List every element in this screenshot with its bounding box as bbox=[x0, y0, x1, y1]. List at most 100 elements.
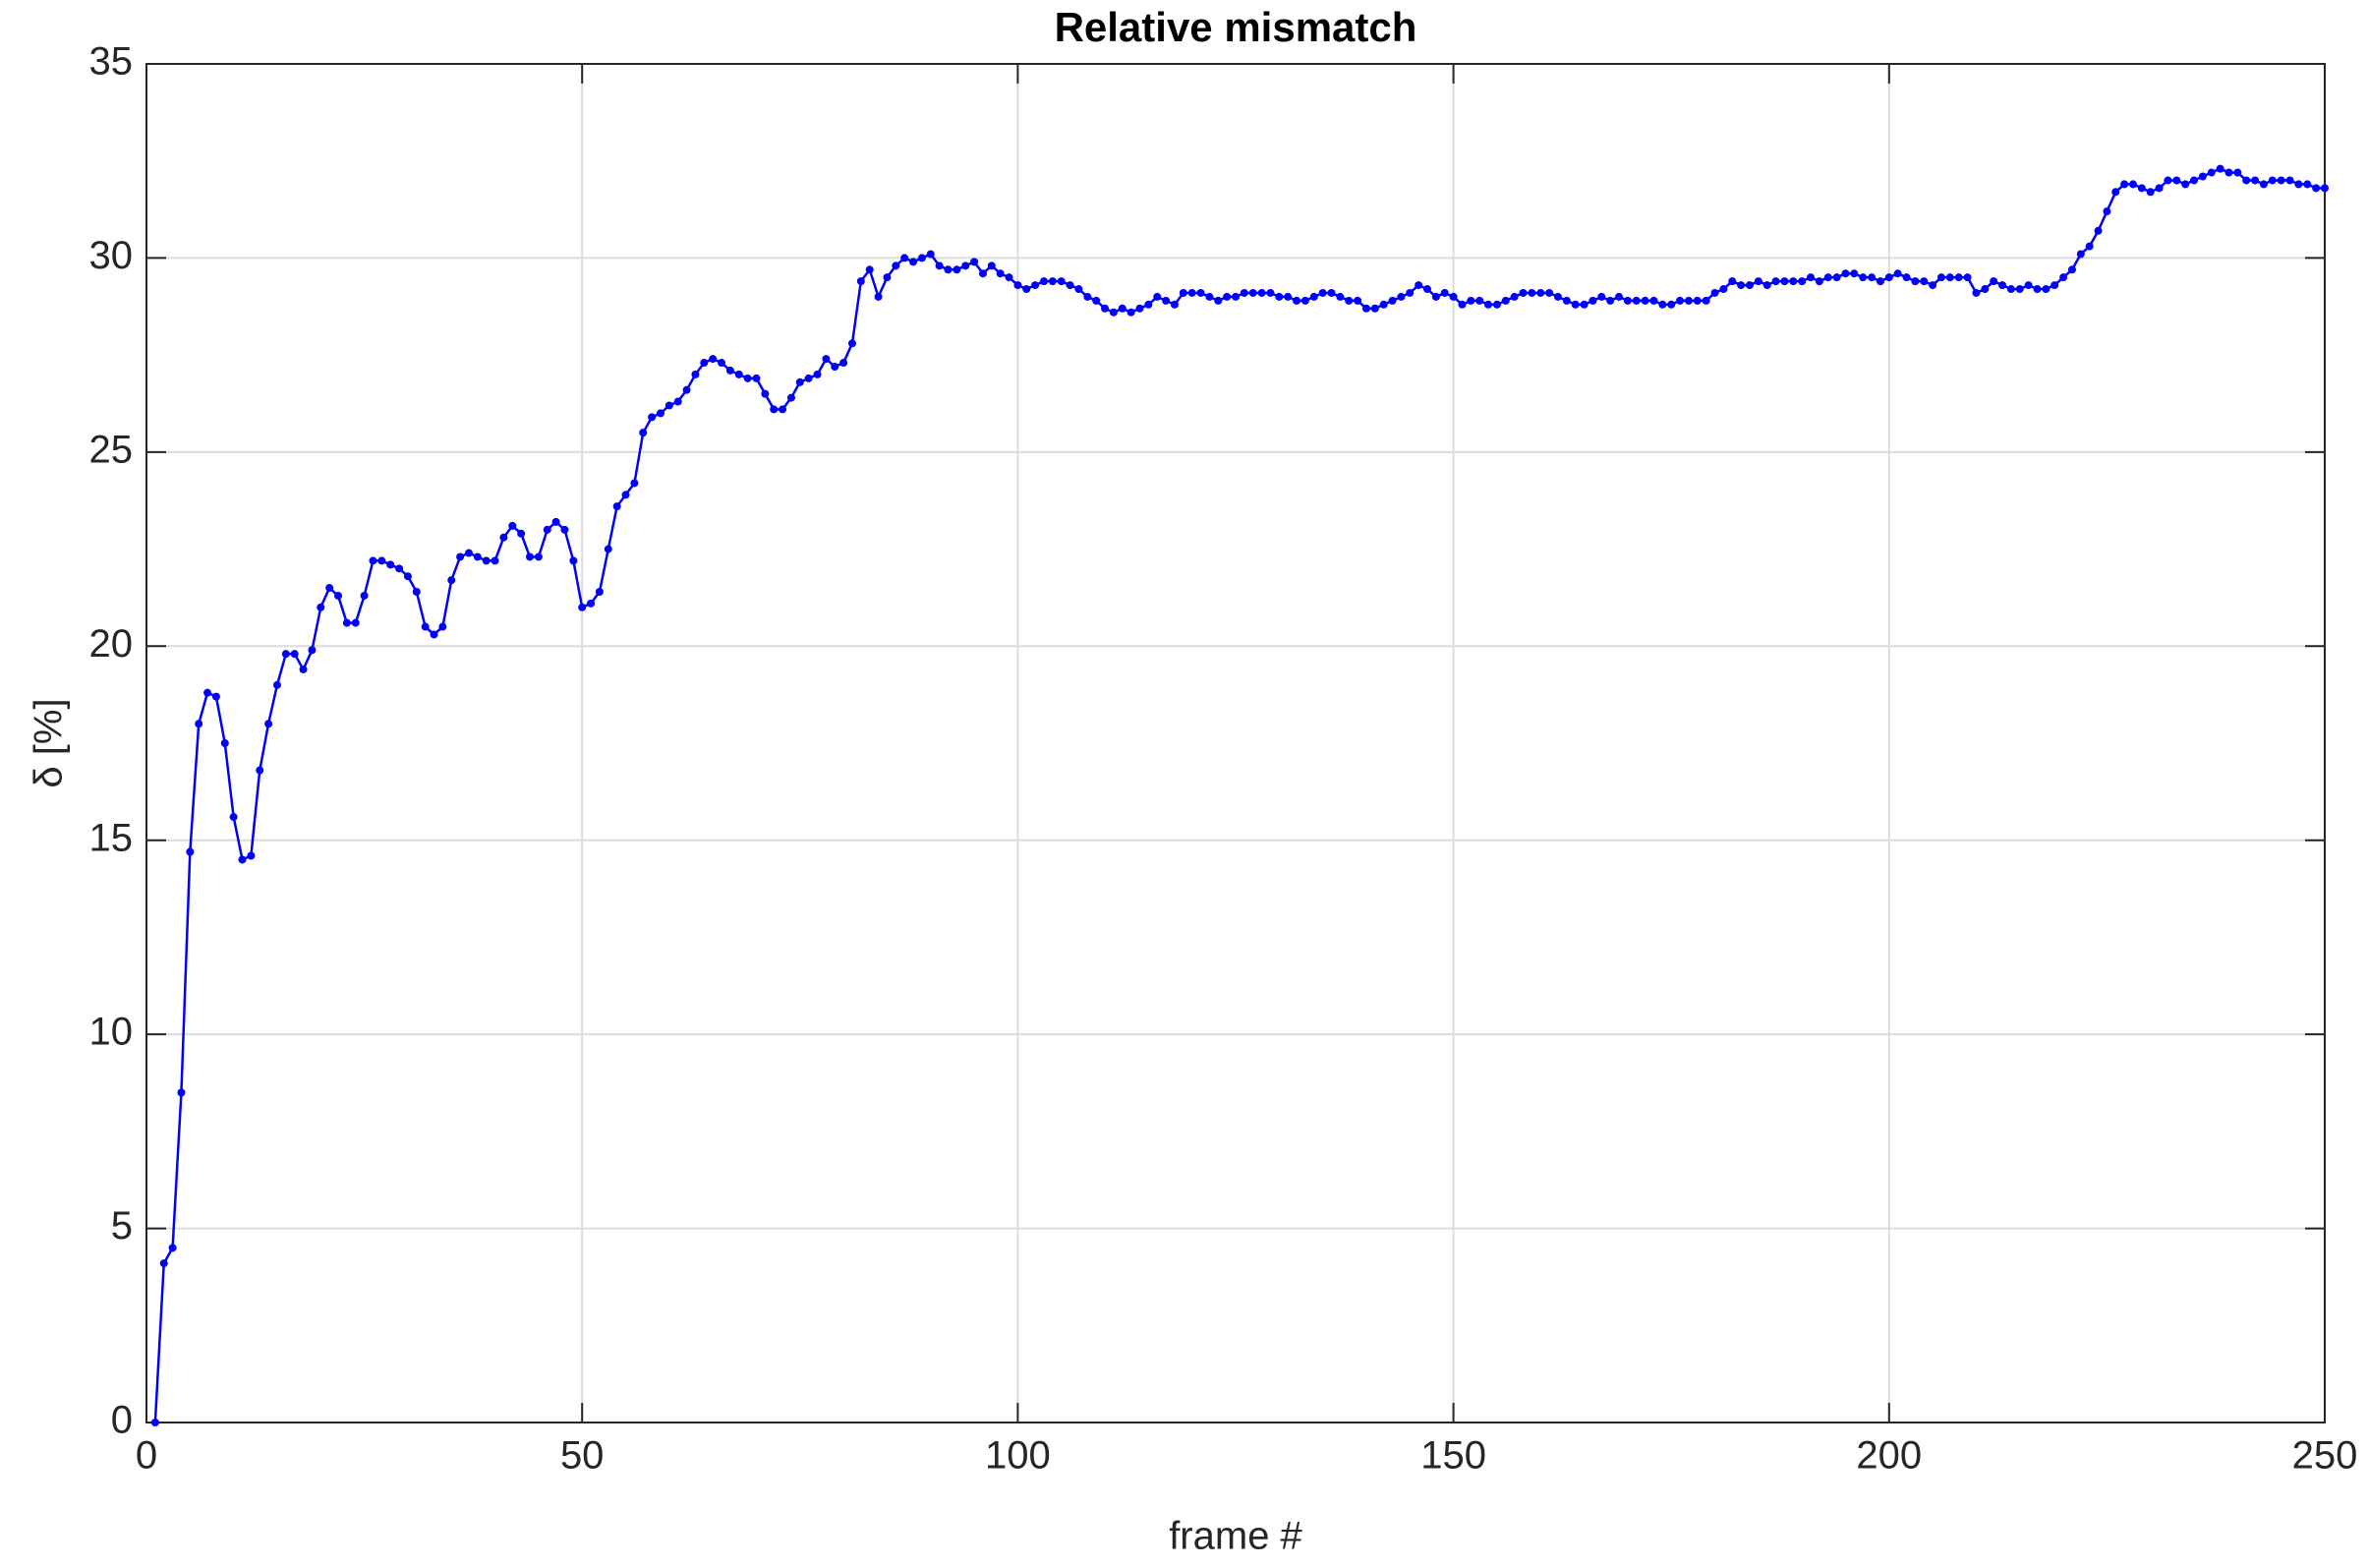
data-point bbox=[325, 584, 334, 593]
data-point bbox=[1135, 304, 1144, 313]
data-point bbox=[1597, 292, 1606, 301]
data-point bbox=[1031, 281, 1040, 290]
data-point bbox=[770, 405, 779, 414]
data-point bbox=[517, 529, 526, 538]
data-point bbox=[2042, 285, 2050, 294]
data-point bbox=[2198, 172, 2207, 181]
data-point bbox=[473, 552, 482, 561]
data-point bbox=[482, 556, 491, 565]
data-point bbox=[1588, 296, 1597, 305]
data-point bbox=[2181, 180, 2190, 189]
data-point bbox=[648, 413, 657, 422]
data-point bbox=[1884, 273, 1893, 282]
data-point bbox=[1266, 288, 1275, 297]
data-point bbox=[1553, 292, 1562, 301]
data-point bbox=[386, 560, 395, 569]
data-point bbox=[2321, 184, 2329, 193]
data-point bbox=[779, 405, 787, 414]
data-point bbox=[351, 618, 360, 627]
data-point bbox=[743, 374, 752, 382]
data-point bbox=[1248, 288, 1257, 297]
data-point bbox=[377, 556, 386, 565]
data-point bbox=[2111, 188, 2120, 197]
data-point bbox=[1275, 292, 1284, 301]
chart-title: Relative mismatch bbox=[1055, 4, 1417, 50]
data-point bbox=[2233, 168, 2242, 177]
data-point bbox=[2207, 168, 2216, 177]
y-tick-label: 25 bbox=[89, 428, 134, 471]
data-point bbox=[926, 250, 935, 259]
data-point bbox=[673, 397, 682, 406]
data-point bbox=[421, 622, 430, 631]
data-point bbox=[1048, 277, 1057, 286]
data-point bbox=[978, 269, 987, 278]
data-point bbox=[1571, 300, 1580, 309]
data-point bbox=[1562, 296, 1571, 305]
y-tick-label: 35 bbox=[89, 40, 134, 84]
data-point bbox=[1336, 292, 1345, 301]
data-point bbox=[1623, 296, 1632, 305]
data-point bbox=[1501, 296, 1510, 305]
data-point bbox=[2050, 281, 2059, 290]
data-point bbox=[2085, 242, 2094, 251]
data-point bbox=[508, 521, 517, 530]
data-point bbox=[1972, 288, 1981, 297]
data-point bbox=[1379, 300, 1388, 309]
data-point bbox=[900, 254, 909, 262]
data-point bbox=[334, 591, 343, 600]
data-point bbox=[2285, 176, 2294, 185]
data-point bbox=[804, 374, 813, 382]
data-point bbox=[813, 370, 822, 378]
y-tick-label: 10 bbox=[89, 1011, 134, 1054]
data-point bbox=[2059, 273, 2068, 282]
data-point bbox=[612, 502, 621, 511]
data-point bbox=[2303, 180, 2312, 189]
data-point bbox=[839, 359, 848, 368]
data-point bbox=[1467, 296, 1475, 305]
data-point bbox=[944, 265, 953, 274]
data-point bbox=[725, 366, 734, 375]
data-point bbox=[1745, 281, 1754, 290]
data-point bbox=[1963, 273, 1972, 282]
data-point bbox=[953, 265, 961, 274]
axes-box bbox=[145, 63, 2326, 1423]
data-point bbox=[551, 517, 560, 526]
data-point bbox=[186, 847, 195, 856]
data-point bbox=[1789, 277, 1798, 286]
data-point bbox=[2259, 180, 2268, 189]
data-point bbox=[464, 549, 473, 557]
data-point bbox=[621, 491, 630, 499]
data-point bbox=[987, 261, 996, 270]
data-point bbox=[1406, 288, 1415, 297]
data-point bbox=[1954, 273, 1963, 282]
x-axis-label: frame # bbox=[1169, 1515, 1302, 1558]
data-point bbox=[935, 261, 944, 270]
data-point bbox=[308, 646, 317, 655]
data-point bbox=[1510, 292, 1519, 301]
data-point bbox=[438, 622, 447, 631]
data-point bbox=[195, 720, 203, 728]
data-point bbox=[1309, 292, 1318, 301]
data-point bbox=[1092, 296, 1101, 305]
data-point bbox=[1815, 277, 1823, 286]
data-point bbox=[1911, 277, 1920, 286]
data-point bbox=[1868, 273, 1877, 282]
data-point bbox=[831, 362, 839, 371]
data-point bbox=[395, 564, 404, 573]
data-point bbox=[1066, 281, 1074, 290]
data-point bbox=[1771, 277, 1780, 286]
data-point bbox=[1022, 285, 1031, 294]
data-point bbox=[1423, 285, 1432, 294]
data-point bbox=[1632, 296, 1641, 305]
data-point bbox=[700, 359, 709, 368]
data-point bbox=[1484, 300, 1493, 309]
data-point bbox=[456, 552, 465, 561]
data-point bbox=[1641, 296, 1649, 305]
data-point bbox=[2172, 176, 2181, 185]
data-point bbox=[1832, 273, 1841, 282]
data-point bbox=[1649, 296, 1658, 305]
data-point bbox=[883, 273, 892, 282]
data-point bbox=[150, 1419, 159, 1426]
